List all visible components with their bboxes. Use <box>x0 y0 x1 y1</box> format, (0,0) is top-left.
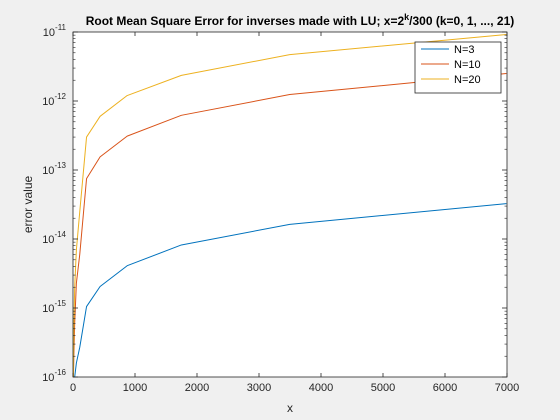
y-tick-label: 10-13 <box>42 161 66 177</box>
title-superscript: k <box>404 12 410 22</box>
y-axis-label: error value <box>21 175 35 233</box>
y-tick-label: 10-11 <box>43 23 67 39</box>
legend-label: N=20 <box>454 74 481 86</box>
x-tick-label: 5000 <box>371 382 395 394</box>
x-tick-label: 3000 <box>247 382 271 394</box>
y-tick-label: 10-16 <box>42 368 66 384</box>
x-tick-label: 4000 <box>309 382 333 394</box>
y-tick-label: 10-12 <box>42 92 66 108</box>
chart-title: Root Mean Square Error for inverses made… <box>86 12 515 28</box>
x-tick-label: 6000 <box>433 382 457 394</box>
legend-box <box>414 41 502 94</box>
title-suffix: /300 (k=0, 1, ..., 21) <box>409 14 514 28</box>
y-tick-label: 10-15 <box>42 299 66 315</box>
legend: N=3 N=10 N=20 <box>414 41 502 94</box>
legend-label: N=3 <box>454 44 475 56</box>
y-tick-label: 10-14 <box>42 230 66 246</box>
x-tick-label: 7000 <box>495 382 519 394</box>
x-tick-label: 1000 <box>123 382 147 394</box>
x-axis-label: x <box>287 401 293 415</box>
title-prefix: Root Mean Square Error for inverses made… <box>86 14 405 28</box>
ticks-layer: 0 1000 2000 3000 4000 5000 6000 7000 10-16 10-15 1… <box>42 23 519 394</box>
legend-label: N=10 <box>454 59 481 71</box>
x-tick-label: 2000 <box>185 382 209 394</box>
x-tick-label: 0 <box>70 382 76 394</box>
plot-frame <box>72 31 508 378</box>
